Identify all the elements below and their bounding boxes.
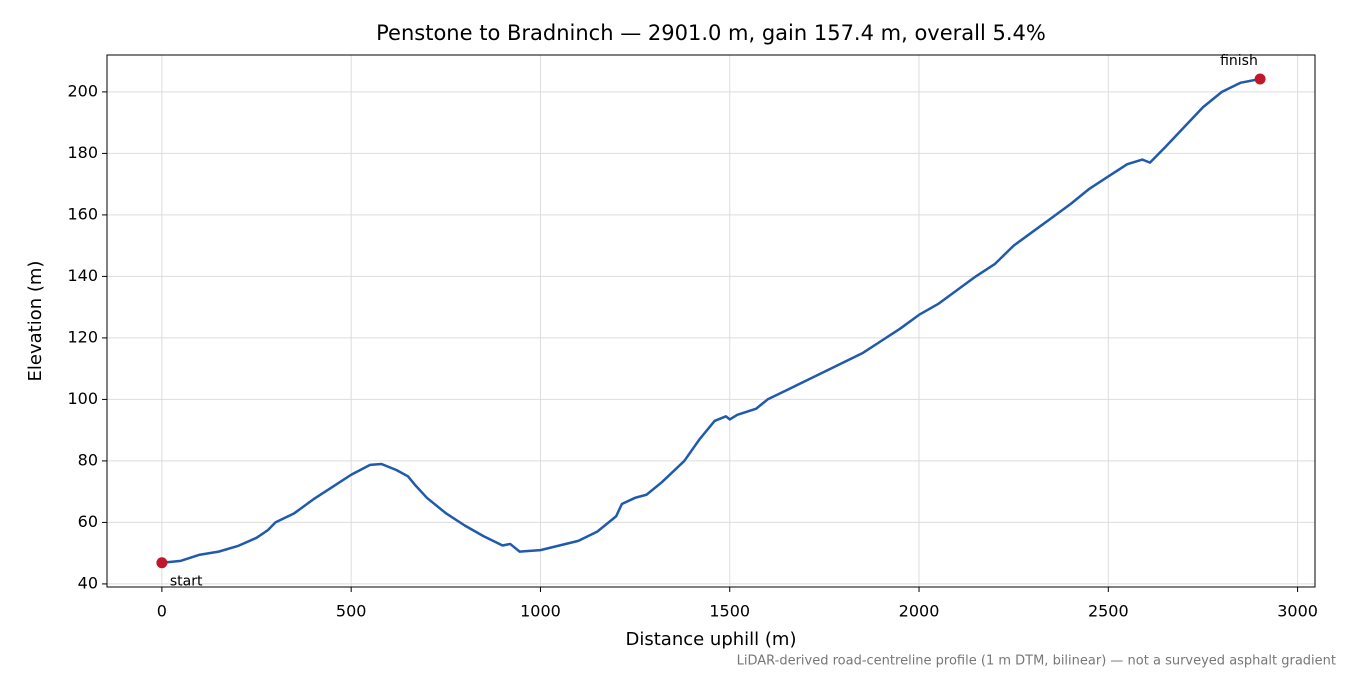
endpoint-marker — [1254, 73, 1266, 85]
endpoint-label: start — [170, 574, 203, 590]
endpoint-label: finish — [1220, 53, 1258, 69]
y-tick-label: 180 — [67, 143, 98, 162]
y-tick-label: 80 — [78, 450, 98, 469]
y-tick-label: 120 — [67, 327, 98, 346]
x-tick-label: 2000 — [899, 602, 940, 621]
x-tick-label: 1000 — [520, 602, 561, 621]
x-tick-label: 500 — [336, 602, 367, 621]
x-tick-label: 1500 — [709, 602, 750, 621]
x-axis-label: Distance uphill (m) — [626, 629, 797, 650]
endpoint-marker — [156, 557, 168, 569]
footnote: LiDAR-derived road-centreline profile (1… — [737, 654, 1336, 669]
y-tick-label: 140 — [67, 266, 98, 285]
y-tick-label: 60 — [78, 512, 98, 531]
y-axis-label: Elevation (m) — [25, 261, 46, 382]
y-tick-label: 200 — [67, 81, 98, 100]
x-tick-label: 3000 — [1277, 602, 1318, 621]
line-series — [161, 77, 1261, 564]
x-tick-label: 0 — [157, 602, 167, 621]
x-tick-label: 2500 — [1088, 602, 1129, 621]
y-tick-label: 160 — [67, 204, 98, 223]
y-tick-label: 100 — [67, 389, 98, 408]
plot-frame — [106, 54, 1316, 588]
chart-title: Penstone to Bradninch — 2901.0 m, gain 1… — [376, 21, 1046, 45]
y-tick-label: 40 — [78, 573, 98, 592]
